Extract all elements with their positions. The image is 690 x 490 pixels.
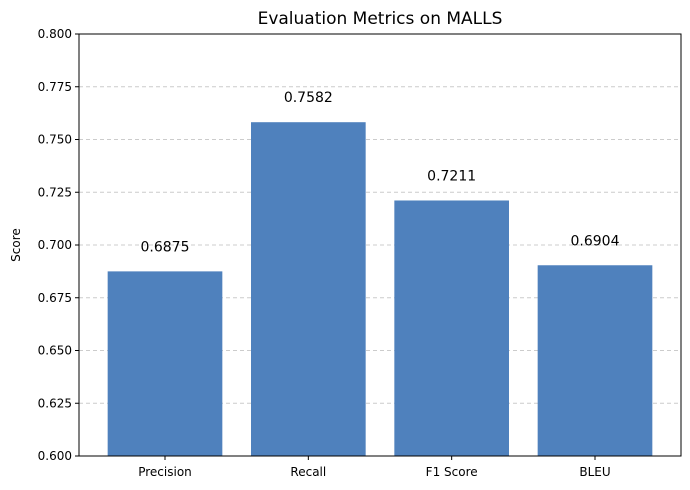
y-tick-label: 0.675: [38, 291, 72, 305]
bar-precision: [107, 271, 223, 456]
y-tick-label: 0.600: [38, 449, 72, 463]
x-tick-label: Recall: [290, 465, 326, 479]
bars-layer: [107, 122, 653, 456]
bar-f1-score: [394, 200, 509, 456]
y-tick-label: 0.800: [38, 27, 72, 41]
y-tick-label: 0.775: [38, 80, 72, 94]
value-label: 0.7211: [427, 168, 476, 184]
y-axis-label: Score: [9, 228, 23, 262]
x-tick-label: Precision: [138, 465, 192, 479]
y-axis: 0.600 0.625 0.650 0.675 0.700 0.725 0.750 0.775…: [38, 27, 79, 463]
bar-recall: [251, 122, 366, 456]
x-tick-label: F1 Score: [426, 465, 478, 479]
value-label: 0.6904: [571, 233, 620, 249]
y-tick-label: 0.700: [38, 238, 72, 252]
value-label: 0.7582: [284, 90, 333, 106]
value-label: 0.6875: [141, 239, 190, 255]
x-tick-label: BLEU: [579, 465, 610, 479]
y-tick-label: 0.725: [38, 185, 72, 199]
value-labels: 0.6875 0.7582 0.7211 0.6904: [141, 90, 620, 255]
y-tick-label: 0.650: [38, 344, 72, 358]
chart-title: Evaluation Metrics on MALLS: [258, 9, 503, 29]
x-axis: Precision Recall F1 Score BLEU: [138, 456, 611, 479]
y-tick-label: 0.750: [38, 133, 72, 147]
y-tick-label: 0.625: [38, 396, 72, 410]
bar-bleu: [537, 265, 653, 456]
